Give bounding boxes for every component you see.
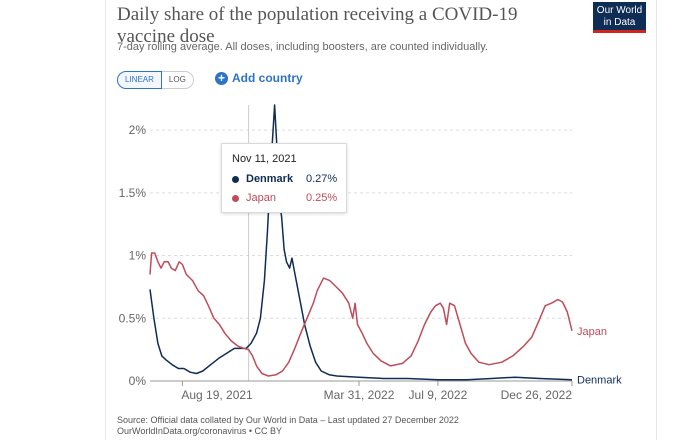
right-border (656, 0, 657, 440)
source-line-2: OurWorldInData.org/coronavirus • CC BY (117, 426, 283, 436)
tooltip-value-japan: 0.25% (306, 192, 338, 204)
series-line-denmark (149, 104, 573, 381)
add-country-label: Add country (232, 71, 303, 85)
logo-line-1: Our World (596, 5, 643, 16)
plus-icon: + (215, 71, 228, 85)
japan-legend-dot (232, 194, 239, 202)
add-country-button[interactable]: + Add country (215, 71, 303, 85)
series-line-japan (149, 252, 573, 377)
tooltip-date: Nov 11, 2021 (232, 153, 297, 165)
scale-toggle: LINEAR LOG (117, 71, 194, 89)
y-tick-label: 1% (129, 249, 147, 263)
tooltip-row-denmark: Denmark 0.27% (232, 173, 344, 185)
tooltip-name-japan: Japan (246, 192, 276, 204)
y-tick-label: 0.5% (119, 311, 147, 325)
left-border (105, 0, 106, 440)
x-tick-label: Dec 26, 2022 (501, 388, 573, 402)
chart-subtitle: 7-day rolling average. All doses, includ… (117, 41, 488, 53)
hover-tooltip: Nov 11, 2021 Denmark 0.27% Japan 0.25% (221, 143, 347, 213)
end-label-denmark: Denmark (577, 375, 622, 387)
x-tick-label: Jul 9, 2022 (409, 388, 468, 402)
chart-title: Daily share of the population receiving … (117, 4, 518, 47)
y-tick-label: 2% (129, 123, 147, 137)
owid-logo[interactable]: Our World in Data (593, 2, 646, 33)
source-note: Source: Official data collated by Our Wo… (117, 415, 459, 437)
series-layer: Denmark Japan (149, 104, 622, 387)
log-scale-button[interactable]: LOG (161, 71, 194, 89)
denmark-legend-dot (232, 175, 239, 183)
y-tick-label: 1.5% (119, 186, 147, 200)
y-tick-label: 0% (129, 374, 147, 388)
end-label-japan: Japan (577, 326, 607, 338)
linear-scale-button[interactable]: LINEAR (117, 71, 162, 89)
tooltip-value-denmark: 0.27% (306, 173, 338, 185)
x-tick-label: Aug 19, 2021 (181, 388, 253, 402)
grid-layer (150, 129, 572, 319)
source-line-1: Source: Official data collated by Our Wo… (117, 415, 459, 425)
x-tick-label: Mar 31, 2022 (324, 388, 395, 402)
logo-line-2: in Data (603, 17, 636, 28)
tooltip-name-denmark: Denmark (246, 173, 294, 185)
tooltip-row-japan: Japan 0.25% (232, 192, 344, 204)
axis-layer: 0% 0.5% 1% 1.5% 2% Aug 19, 2021 Mar 31, 2022 Ju… (119, 123, 573, 402)
